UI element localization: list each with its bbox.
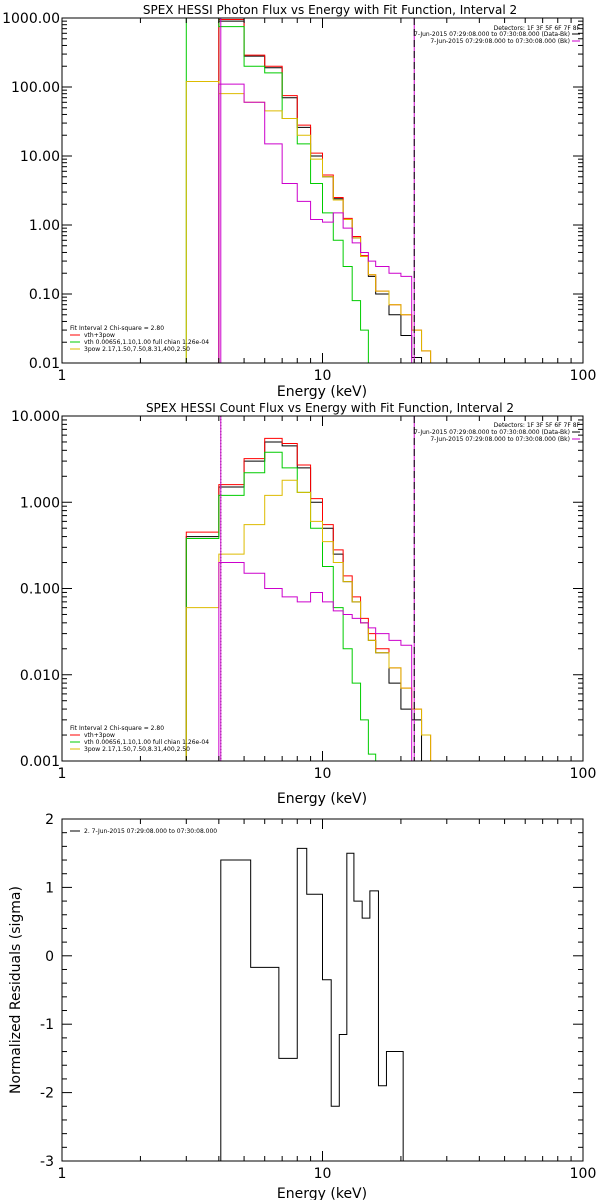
plot-frame xyxy=(61,415,584,762)
legend-entry-text: 7-Jun-2015 07:29:08.000 to 07:30:08.000 … xyxy=(430,436,570,443)
y-tick-label: -2 xyxy=(40,1086,54,1102)
series-line-4 xyxy=(218,83,413,363)
x-tick-label: 1 xyxy=(58,766,67,782)
plot-frame xyxy=(61,818,584,1162)
y-tick-label: 1.00 xyxy=(29,218,60,234)
y-axis-label: Normalized Residuals (sigma) xyxy=(8,886,24,1094)
series-line-4 xyxy=(218,562,413,761)
y-tick-label: 0 xyxy=(45,949,54,965)
y-tick-label: -1 xyxy=(40,1017,54,1033)
legend-entry-text: 7-Jun-2015 07:29:08.000 to 07:30:08.000 … xyxy=(414,429,570,436)
legend-left: 2. 7-Jun-2015 07:29:08.000 to 07:30:08.0… xyxy=(70,828,217,835)
legend-entry-text: 3pow 2.17,1.50,7.50,8.31,400,2.50 xyxy=(84,346,190,353)
chart-title: SPEX HESSI Count Flux vs Energy with Fit… xyxy=(146,401,514,415)
legend-entry-text: 7-Jun-2015 07:29:08.000 to 07:30:08.000 … xyxy=(430,38,570,45)
count-flux-panel: SPEX HESSI Count Flux vs Energy with Fit… xyxy=(11,401,596,807)
detectors-info: Detectors: 1F 3F 5F 6F 7F 8F xyxy=(494,422,581,429)
axes-layer: 1 10 100 10.000 1.000 0.100 0.010 0.001 xyxy=(11,409,596,782)
photon-flux-panel: SPEX HESSI Photon Flux vs Energy with Fi… xyxy=(2,3,596,400)
series-line-0 xyxy=(218,20,423,363)
series-line-0 xyxy=(220,847,404,1161)
y-tick-label: 1 xyxy=(45,880,54,896)
axes-layer: 1 10 100 1000.00 100.00 10.00 1.00 0.10 0.01 xyxy=(2,11,596,384)
x-tick-label: 100 xyxy=(570,368,597,384)
legend-entry-text: 3pow 2.17,1.50,7.50,8.31,400,2.50 xyxy=(84,746,190,753)
series-line-3 xyxy=(185,81,432,363)
y-tick-label: 0.01 xyxy=(29,356,60,372)
x-tick-label: 100 xyxy=(570,1166,597,1182)
series-line-3 xyxy=(185,479,432,761)
series-line-2 xyxy=(185,451,377,761)
y-tick-label: 10.000 xyxy=(11,409,60,425)
y-tick-label: 1.000 xyxy=(20,495,60,511)
legend-entry-text: vth 0.00656,1.10,1.00 full chian 1.26e-0… xyxy=(84,739,209,746)
series-layer xyxy=(185,17,432,364)
legend-entry-text: vth 0.00656,1.10,1.00 full chian 1.26e-0… xyxy=(84,339,209,346)
marker-layer xyxy=(220,416,415,761)
x-tick-label: 10 xyxy=(314,1166,332,1182)
y-tick-label: 0.10 xyxy=(29,287,60,303)
legend-entry-text: 2. 7-Jun-2015 07:29:08.000 to 07:30:08.0… xyxy=(84,828,217,835)
series-line-2 xyxy=(185,17,389,364)
legend-entry-text: vth+3pow xyxy=(84,732,115,739)
y-tick-label: 0.001 xyxy=(20,754,60,770)
chart-title: SPEX HESSI Photon Flux vs Energy with Fi… xyxy=(143,3,517,17)
legend-entry-text: vth+3pow xyxy=(84,332,115,339)
detectors-info: Detectors: 1F 3F 5F 6F 7F 8F xyxy=(494,25,581,32)
series-layer xyxy=(220,847,404,1161)
series-line-1 xyxy=(218,19,432,363)
x-axis-label: Energy (keV) xyxy=(277,384,367,400)
y-tick-label: 1000.00 xyxy=(2,11,60,27)
legend-entry-text: Fit Interval 2 Chi-square = 2.80 xyxy=(70,725,164,732)
x-tick-label: 10 xyxy=(314,766,332,782)
series-line-0 xyxy=(185,441,423,761)
x-axis-label: Energy (keV) xyxy=(277,791,367,807)
legend-right: 7-Jun-2015 07:29:08.000 to 07:30:08.000 … xyxy=(414,429,580,443)
legend-left: Fit Interval 2 Chi-square = 2.80vth+3pow… xyxy=(70,725,209,753)
series-layer xyxy=(185,437,432,761)
marker-layer xyxy=(220,18,415,363)
x-tick-label: 1 xyxy=(58,1166,67,1182)
x-tick-label: 10 xyxy=(314,368,332,384)
legend-right: 7-Jun-2015 07:29:08.000 to 07:30:08.000 … xyxy=(414,31,580,45)
y-tick-label: -3 xyxy=(40,1154,54,1170)
y-tick-label: 10.00 xyxy=(20,149,60,165)
y-tick-label: 0.010 xyxy=(20,668,60,684)
x-axis-label: Energy (keV) xyxy=(277,1186,367,1200)
x-tick-label: 1 xyxy=(58,368,67,384)
legend-entry-text: Fit Interval 2 Chi-square = 2.80 xyxy=(70,325,164,332)
x-tick-label: 100 xyxy=(570,766,597,782)
y-tick-label: 0.100 xyxy=(20,582,60,598)
y-tick-label: 100.00 xyxy=(11,80,60,96)
legend-entry-text: 7-Jun-2015 07:29:08.000 to 07:30:08.000 … xyxy=(414,31,570,38)
y-tick-label: 2 xyxy=(45,812,54,828)
legend-left: Fit Interval 2 Chi-square = 2.80vth+3pow… xyxy=(70,325,209,353)
